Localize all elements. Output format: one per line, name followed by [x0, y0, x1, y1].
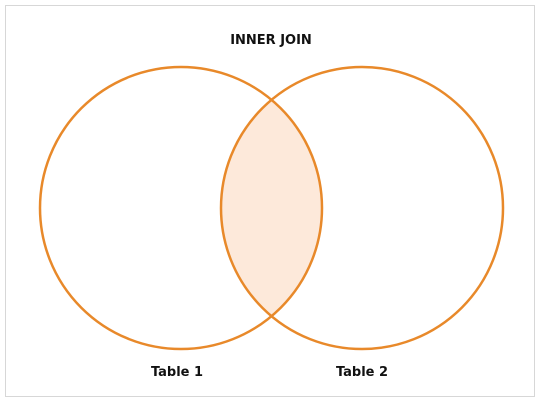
table-1-label: Table 1 [151, 365, 203, 380]
table-1-circle [38, 65, 324, 351]
table-2-circle [219, 65, 505, 351]
intersection-region [221, 67, 322, 349]
diagram-title: INNER JOIN [230, 33, 312, 48]
table-2-label: Table 2 [336, 365, 388, 380]
